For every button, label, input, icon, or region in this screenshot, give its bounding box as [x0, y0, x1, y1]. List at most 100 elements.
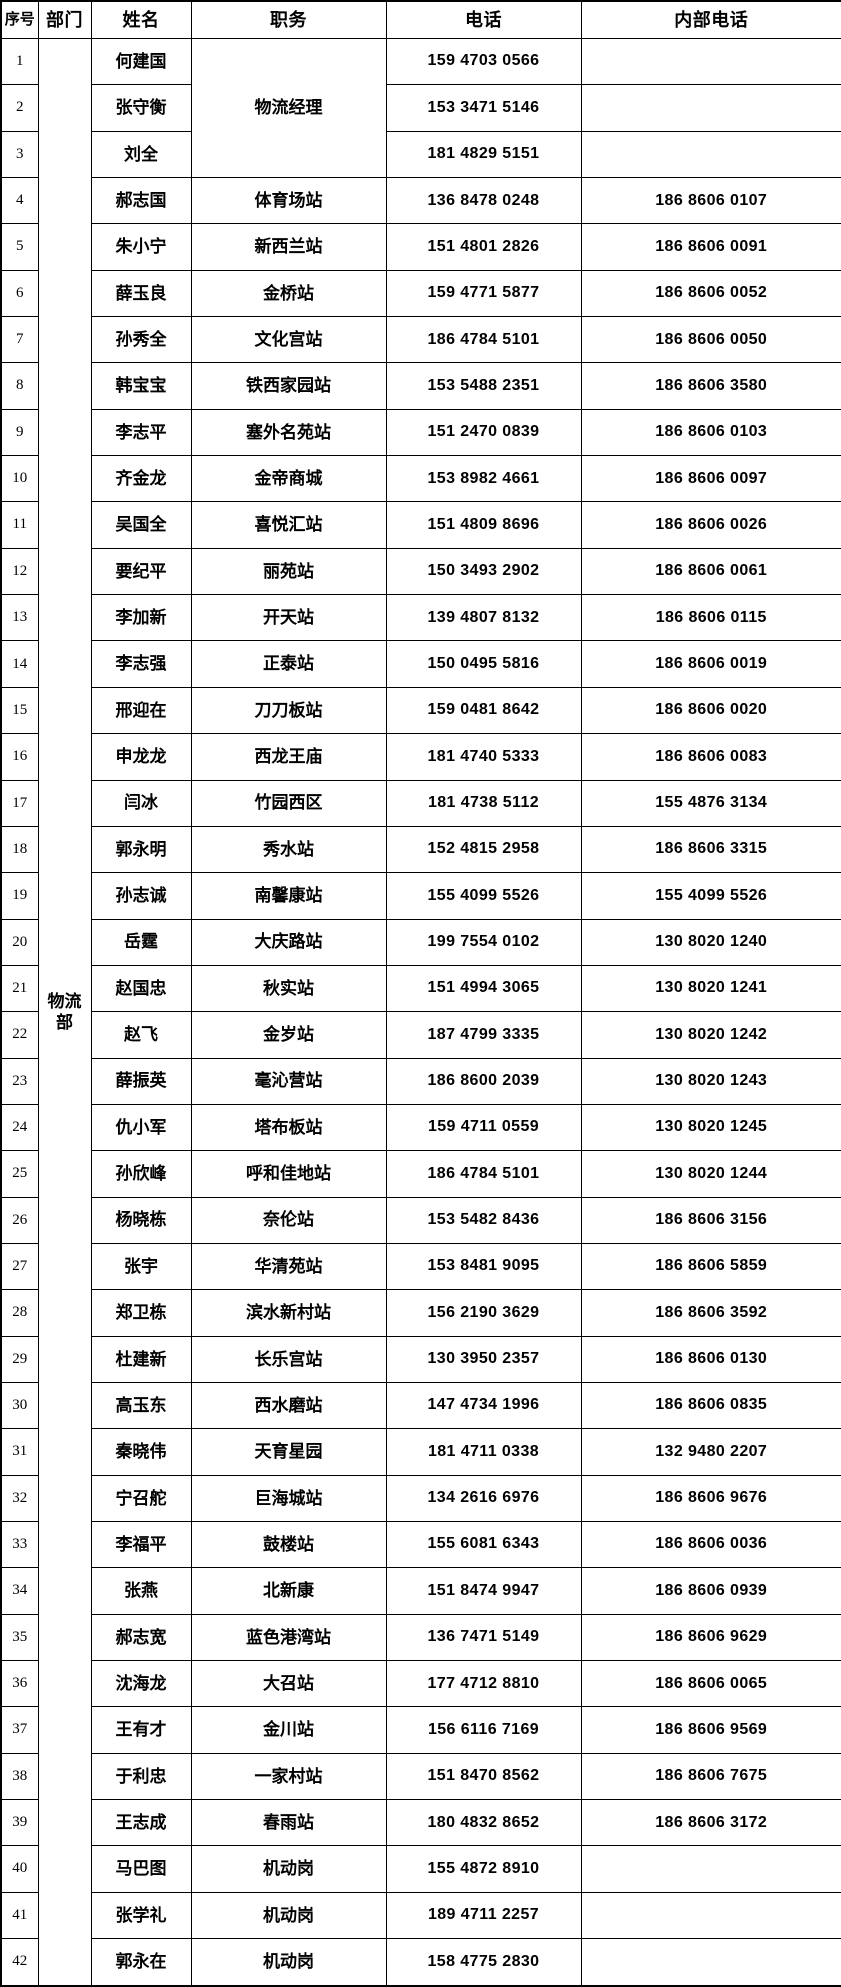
- cell-inner-phone: 186 8606 0103: [580, 408, 841, 457]
- table-row[interactable]: 17 闫冰 竹园西区 181 4738 5112 155 4876 3134: [0, 779, 841, 827]
- cell-inner-phone: 186 8606 9629: [580, 1613, 841, 1662]
- cell-name: 韩宝宝: [90, 362, 192, 410]
- table-row[interactable]: 24 仇小军 塔布板站 159 4711 0559 130 8020 1245: [0, 1103, 841, 1152]
- cell-inner-phone: 130 8020 1242: [580, 1011, 841, 1059]
- cell-post: 华清苑站: [190, 1242, 387, 1291]
- table-row[interactable]: 42 郭永在 机动岗 158 4775 2830: [0, 1938, 841, 1987]
- cell-phone: 187 4799 3335: [385, 1011, 582, 1059]
- cell-seq: 42: [0, 1938, 39, 1987]
- table-row[interactable]: 1 物流部 何建国 物流经理 159 4703 0566: [0, 37, 841, 1987]
- table-row[interactable]: 16 申龙龙 西龙王庙 181 4740 5333 186 8606 0083: [0, 733, 841, 781]
- cell-post: 大庆路站: [190, 918, 387, 966]
- cell-name: 郑卫栋: [90, 1289, 192, 1337]
- cell-seq: 22: [0, 1011, 39, 1059]
- cell-post: 西龙王庙: [190, 733, 387, 781]
- table-row[interactable]: 22 赵飞 金岁站 187 4799 3335 130 8020 1242: [0, 1011, 841, 1059]
- cell-phone: 155 6081 6343: [385, 1520, 582, 1569]
- cell-name: 张守衡: [90, 84, 192, 132]
- cell-inner-phone: 186 8606 0036: [580, 1520, 841, 1569]
- table-row[interactable]: 21 赵国忠 秋实站 151 4994 3065 130 8020 1241: [0, 964, 841, 1013]
- cell-post: 塔布板站: [190, 1103, 387, 1152]
- table-row[interactable]: 23 薛振英 毫沁营站 186 8600 2039 130 8020 1243: [0, 1057, 841, 1105]
- table-row[interactable]: 37 王有才 金川站 156 6116 7169 186 8606 9569: [0, 1706, 841, 1754]
- table-row[interactable]: 33 李福平 鼓楼站 155 6081 6343 186 8606 0036: [0, 1520, 841, 1569]
- table-row[interactable]: 27 张宇 华清苑站 153 8481 9095 186 8606 5859: [0, 1242, 841, 1291]
- table-row[interactable]: 5 朱小宁 新西兰站 151 4801 2826 186 8606 0091: [0, 223, 841, 271]
- table-row[interactable]: 11 吴国全 喜悦汇站 151 4809 8696 186 8606 0026: [0, 501, 841, 549]
- table-row[interactable]: 30 高玉东 西水磨站 147 4734 1996 186 8606 0835: [0, 1381, 841, 1430]
- table-row[interactable]: 40 马巴图 机动岗 155 4872 8910: [0, 1845, 841, 1893]
- cell-phone: 153 3471 5146: [385, 84, 582, 132]
- cell-phone: 151 8470 8562: [385, 1752, 582, 1801]
- cell-seq: 15: [0, 686, 39, 735]
- table-row[interactable]: 12 要纪平 丽苑站 150 3493 2902 186 8606 0061: [0, 547, 841, 596]
- cell-phone: 150 3493 2902: [385, 547, 582, 596]
- cell-phone: 151 4994 3065: [385, 964, 582, 1013]
- cell-inner-phone: 186 8606 0026: [580, 501, 841, 549]
- table-row[interactable]: 34 张燕 北新康 151 8474 9947 186 8606 0939: [0, 1567, 841, 1615]
- cell-seq: 33: [0, 1520, 39, 1569]
- cell-phone: 186 8600 2039: [385, 1057, 582, 1105]
- table-row[interactable]: 3 刘全 181 4829 5151: [0, 130, 841, 179]
- table-row[interactable]: 10 齐金龙 金帝商城 153 8982 4661 186 8606 0097: [0, 455, 841, 503]
- table-row[interactable]: 8 韩宝宝 铁西家园站 153 5488 2351 186 8606 3580: [0, 362, 841, 410]
- table-row[interactable]: 20 岳霆 大庆路站 199 7554 0102 130 8020 1240: [0, 918, 841, 966]
- cell-post: 文化宫站: [190, 316, 387, 364]
- cell-post: 体育场站: [190, 177, 387, 225]
- cell-inner-phone: 186 8606 0091: [580, 223, 841, 271]
- cell-phone: 151 4801 2826: [385, 223, 582, 271]
- table-row[interactable]: 9 李志平 塞外名苑站 151 2470 0839 186 8606 0103: [0, 408, 841, 457]
- cell-inner-phone: 186 8606 3592: [580, 1289, 841, 1337]
- cell-inner-phone: 186 8606 3156: [580, 1196, 841, 1244]
- cell-post: 毫沁营站: [190, 1057, 387, 1105]
- table-row[interactable]: 13 李加新 开天站 139 4807 8132 186 8606 0115: [0, 594, 841, 642]
- cell-inner-phone: [580, 84, 841, 132]
- table-row[interactable]: 2 张守衡 153 3471 5146: [0, 84, 841, 132]
- table-row[interactable]: 31 秦晓伟 天育星园 181 4711 0338 132 9480 2207: [0, 1428, 841, 1476]
- cell-phone: 151 8474 9947: [385, 1567, 582, 1615]
- table-row[interactable]: 32 宁召舵 巨海城站 134 2616 6976 186 8606 9676: [0, 1474, 841, 1523]
- cell-inner-phone: 186 8606 0939: [580, 1567, 841, 1615]
- table-row[interactable]: 4 郝志国 体育场站 136 8478 0248 186 8606 0107: [0, 177, 841, 225]
- cell-department: 物流部: [37, 38, 92, 1987]
- table-row[interactable]: 35 郝志宽 蓝色港湾站 136 7471 5149 186 8606 9629: [0, 1613, 841, 1662]
- table-row[interactable]: 6 薛玉良 金桥站 159 4771 5877 186 8606 0052: [0, 269, 841, 318]
- table-row[interactable]: 18 郭永明 秀水站 152 4815 2958 186 8606 3315: [0, 825, 841, 874]
- cell-seq: 3: [0, 130, 39, 179]
- table-row[interactable]: 39 王志成 春雨站 180 4832 8652 186 8606 3172: [0, 1799, 841, 1847]
- table-row[interactable]: 41 张学礼 机动岗 189 4711 2257: [0, 1891, 841, 1940]
- table-body: 1 物流部 何建国 物流经理 159 4703 0566 2 张守衡 153 3471 514…: [0, 37, 841, 1987]
- cell-seq: 29: [0, 1335, 39, 1383]
- cell-inner-phone: 186 8606 0083: [580, 733, 841, 781]
- table-row[interactable]: 38 于利忠 一家村站 151 8470 8562 186 8606 7675: [0, 1752, 841, 1801]
- cell-seq: 26: [0, 1196, 39, 1244]
- cell-inner-phone: [580, 130, 841, 179]
- table-row[interactable]: 7 孙秀全 文化宫站 186 4784 5101 186 8606 0050: [0, 316, 841, 364]
- cell-inner-phone: 130 8020 1240: [580, 918, 841, 966]
- cell-name: 王有才: [90, 1706, 192, 1754]
- table-row[interactable]: 19 孙志诚 南馨康站 155 4099 5526 155 4099 5526: [0, 872, 841, 920]
- cell-inner-phone: 186 8606 9676: [580, 1474, 841, 1523]
- cell-post: 呼和佳地站: [190, 1150, 387, 1198]
- cell-seq: 8: [0, 362, 39, 410]
- cell-phone: 136 7471 5149: [385, 1613, 582, 1662]
- cell-seq: 31: [0, 1428, 39, 1476]
- table-row[interactable]: 36 沈海龙 大召站 177 4712 8810 186 8606 0065: [0, 1660, 841, 1708]
- table-row[interactable]: 29 杜建新 长乐宫站 130 3950 2357 186 8606 0130: [0, 1335, 841, 1383]
- cell-post: 秀水站: [190, 825, 387, 874]
- cell-inner-phone: 186 8606 3315: [580, 825, 841, 874]
- table-row[interactable]: 26 杨晓栋 奈伦站 153 5482 8436 186 8606 3156: [0, 1196, 841, 1244]
- cell-name: 李加新: [90, 594, 192, 642]
- table-row[interactable]: 25 孙欣峰 呼和佳地站 186 4784 5101 130 8020 1244: [0, 1150, 841, 1198]
- table-row[interactable]: 15 邢迎在 刀刀板站 159 0481 8642 186 8606 0020: [0, 686, 841, 735]
- cell-post: 刀刀板站: [190, 686, 387, 735]
- cell-seq: 27: [0, 1242, 39, 1291]
- cell-phone: 180 4832 8652: [385, 1799, 582, 1847]
- cell-phone: 159 4771 5877: [385, 269, 582, 318]
- cell-seq: 7: [0, 316, 39, 364]
- table-row[interactable]: 28 郑卫栋 滨水新村站 156 2190 3629 186 8606 3592: [0, 1289, 841, 1337]
- cell-post: 奈伦站: [190, 1196, 387, 1244]
- column-header-seq: 序号: [0, 0, 39, 39]
- cell-name: 于利忠: [90, 1752, 192, 1801]
- table-row[interactable]: 14 李志强 正泰站 150 0495 5816 186 8606 0019: [0, 640, 841, 688]
